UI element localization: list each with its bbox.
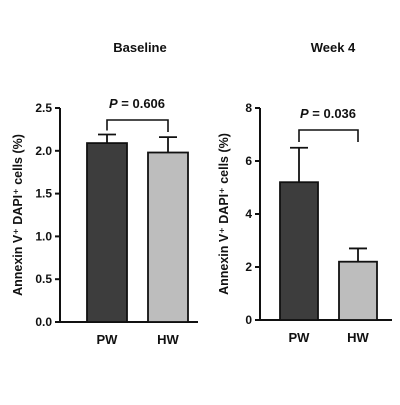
chart-panel-2: Week 4 Annexin V⁺ DAPI⁺ cells (%) 0 2 4 6 8 PW H… bbox=[217, 40, 392, 345]
x-category-label: PW bbox=[97, 332, 119, 347]
bar-hw bbox=[147, 151, 189, 323]
bar-pw bbox=[279, 181, 319, 321]
x-category-label: HW bbox=[157, 332, 179, 347]
p-value-label: P = 0.606 bbox=[109, 96, 165, 111]
p-value: = 0.036 bbox=[309, 106, 356, 121]
chart-title: Baseline bbox=[113, 40, 166, 55]
chart-panel-1: Baseline Annexin V⁺ DAPI⁺ cells (%) 0.0 0.5… bbox=[11, 40, 198, 347]
y-tick-label: 2.5 bbox=[35, 101, 52, 115]
bar-hw bbox=[338, 260, 378, 321]
significance-bracket bbox=[106, 119, 169, 132]
p-value: = 0.606 bbox=[118, 96, 165, 111]
p-symbol: P bbox=[109, 96, 118, 111]
y-tick-label: 1.5 bbox=[35, 187, 52, 201]
x-category-label: PW bbox=[289, 330, 311, 345]
y-tick-label: 0.0 bbox=[35, 315, 52, 329]
significance-bracket bbox=[298, 129, 359, 142]
x-category-label: HW bbox=[347, 330, 369, 345]
bar-pw bbox=[86, 142, 128, 323]
p-value-label: P = 0.036 bbox=[300, 106, 356, 121]
y-tick-label: 0 bbox=[245, 313, 252, 327]
y-tick-label: 1.0 bbox=[35, 229, 52, 243]
y-tick-label: 8 bbox=[245, 101, 252, 115]
y-tick-label: 0.5 bbox=[35, 272, 52, 286]
y-tick-label: 6 bbox=[245, 154, 252, 168]
chart-title: Week 4 bbox=[311, 40, 356, 55]
y-axis-label: Annexin V⁺ DAPI⁺ cells (%) bbox=[11, 134, 25, 296]
y-tick-label: 2 bbox=[245, 260, 252, 274]
y-axis-label: Annexin V⁺ DAPI⁺ cells (%) bbox=[217, 133, 231, 295]
y-tick-label: 4 bbox=[245, 207, 252, 221]
p-symbol: P bbox=[300, 106, 309, 121]
y-tick-label: 2.0 bbox=[35, 144, 52, 158]
